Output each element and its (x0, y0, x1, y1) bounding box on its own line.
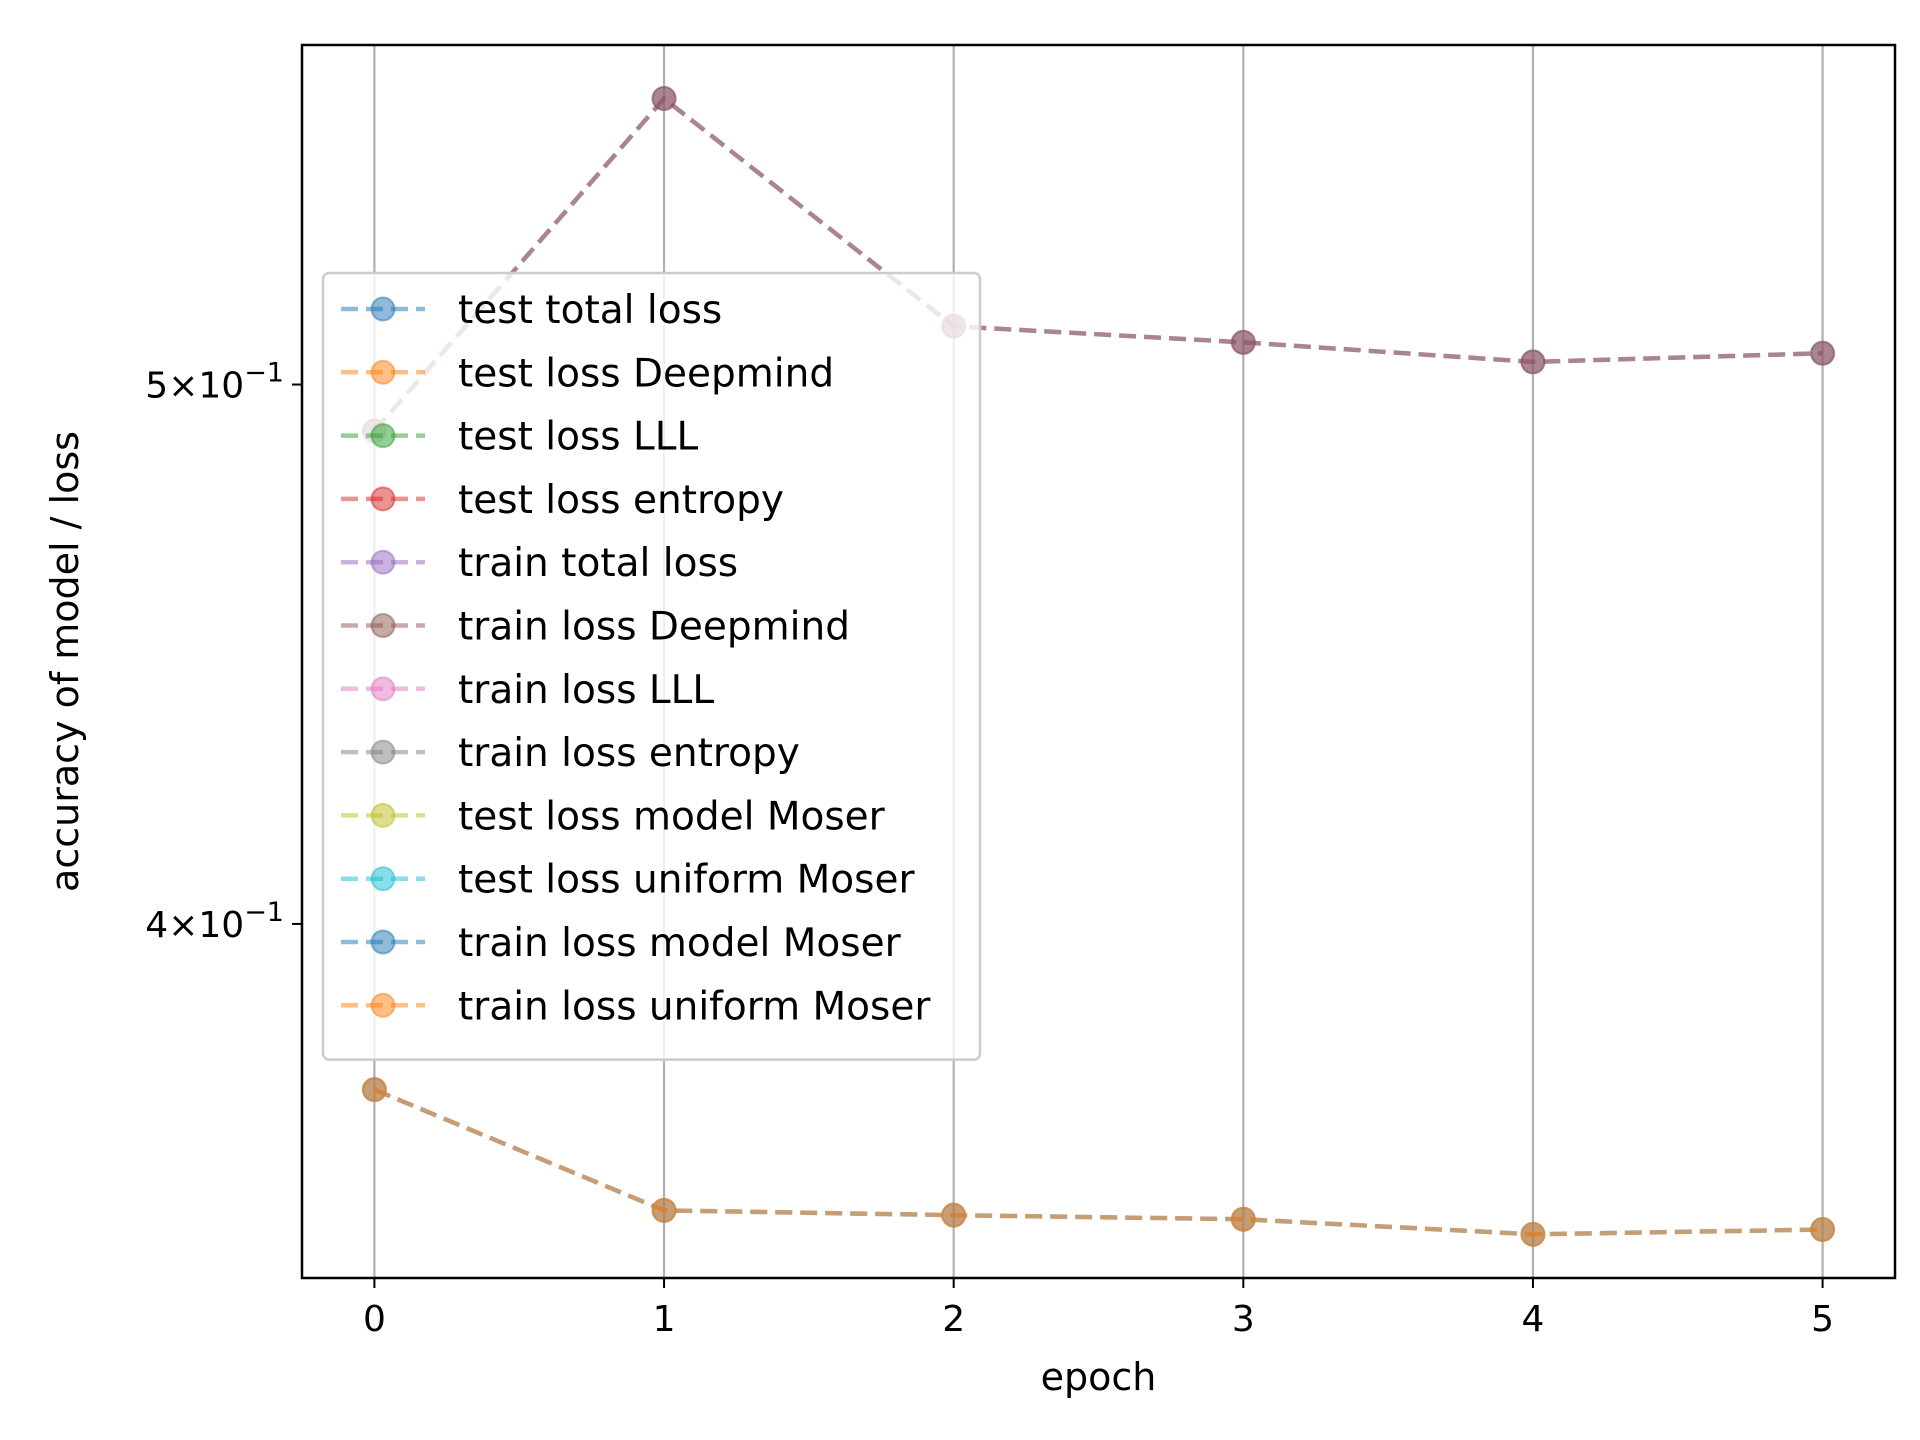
legend-marker-swatch (370, 296, 396, 322)
legend-item: train total loss (341, 541, 738, 586)
data-point (1230, 1206, 1256, 1232)
legend-label: train total loss (458, 541, 738, 586)
x-axis: 0 1 2 3 4 5 (363, 1278, 1834, 1340)
legend-marker-swatch (370, 423, 396, 449)
data-point (651, 1197, 677, 1223)
legend-item: train loss uniform Moser (341, 984, 931, 1029)
legend-marker-swatch (370, 802, 396, 828)
y-tick-exponent: −1 (244, 897, 284, 928)
legend-marker-swatch (370, 613, 396, 638)
y-tick-exponent: −1 (244, 358, 284, 389)
legend-label: test loss model Moser (458, 794, 886, 839)
legend-label: test loss Deepmind (458, 351, 834, 396)
legend-marker-swatch (370, 929, 396, 955)
legend-label: test loss LLL (458, 415, 698, 460)
legend-item: train loss model Moser (341, 921, 902, 966)
legend-label: test loss entropy (458, 478, 784, 523)
data-point (1520, 349, 1546, 375)
y-axis-label: accuracy of model / loss (43, 431, 87, 892)
legend-label: train loss Deepmind (458, 605, 850, 650)
legend-label: train loss model Moser (458, 921, 902, 966)
series-11 (361, 1077, 1836, 1247)
legend-box (321, 271, 982, 1061)
legend-item: test loss uniform Moser (341, 858, 915, 903)
legend-marker-swatch (370, 549, 396, 575)
x-tick-label: 5 (1811, 1299, 1834, 1340)
x-tick-label: 0 (363, 1299, 386, 1340)
legend-marker-swatch (370, 676, 396, 702)
legend-item: test loss Deepmind (341, 351, 834, 396)
legend-item: train loss entropy (341, 731, 800, 776)
x-tick-label: 2 (942, 1299, 965, 1340)
data-point (1520, 1221, 1546, 1247)
data-point (1810, 340, 1836, 366)
x-tick-label: 3 (1232, 1299, 1255, 1340)
legend-label: test loss uniform Moser (458, 858, 915, 903)
legend-item: train loss Deepmind (341, 605, 850, 650)
legend-label: test total loss (458, 288, 722, 333)
legend-item: test loss entropy (341, 478, 784, 523)
series-line (372, 95, 1823, 433)
y-tick-label: 5×10−1 (145, 358, 284, 407)
y-tick-times: ×10 (168, 905, 244, 946)
data-point (361, 1077, 387, 1103)
data-point (941, 1202, 967, 1228)
x-tick-label: 4 (1522, 1299, 1545, 1340)
legend-marker-swatch (370, 992, 396, 1018)
legend-item: test loss model Moser (341, 794, 886, 839)
legend-item: test loss LLL (341, 415, 698, 460)
legend-item: test total loss (341, 288, 722, 333)
data-point (1810, 1217, 1836, 1243)
y-tick-base: 5 (145, 366, 168, 407)
data-point (1230, 329, 1256, 355)
y-axis: 5×10−14×10−1 (145, 358, 302, 946)
x-tick-label: 1 (653, 1299, 676, 1340)
x-axis-label: epoch (1041, 1355, 1157, 1399)
series-line (373, 1087, 1823, 1237)
legend-label: train loss LLL (458, 668, 714, 713)
legend-marker-swatch (370, 359, 396, 385)
legend: test total loss test loss Deepmind test lo… (321, 271, 982, 1061)
legend-label: train loss uniform Moser (458, 984, 931, 1029)
y-tick-base: 4 (145, 905, 168, 946)
legend-label: train loss entropy (458, 731, 800, 776)
legend-marker-swatch (370, 866, 396, 892)
y-tick-times: ×10 (168, 366, 244, 407)
legend-marker-swatch (370, 486, 396, 512)
plot-frame (300, 43, 1897, 1280)
data-point (651, 86, 677, 112)
legend-item: train loss LLL (341, 668, 714, 713)
legend-marker-swatch (370, 739, 396, 765)
y-tick-label: 4×10−1 (145, 897, 284, 946)
